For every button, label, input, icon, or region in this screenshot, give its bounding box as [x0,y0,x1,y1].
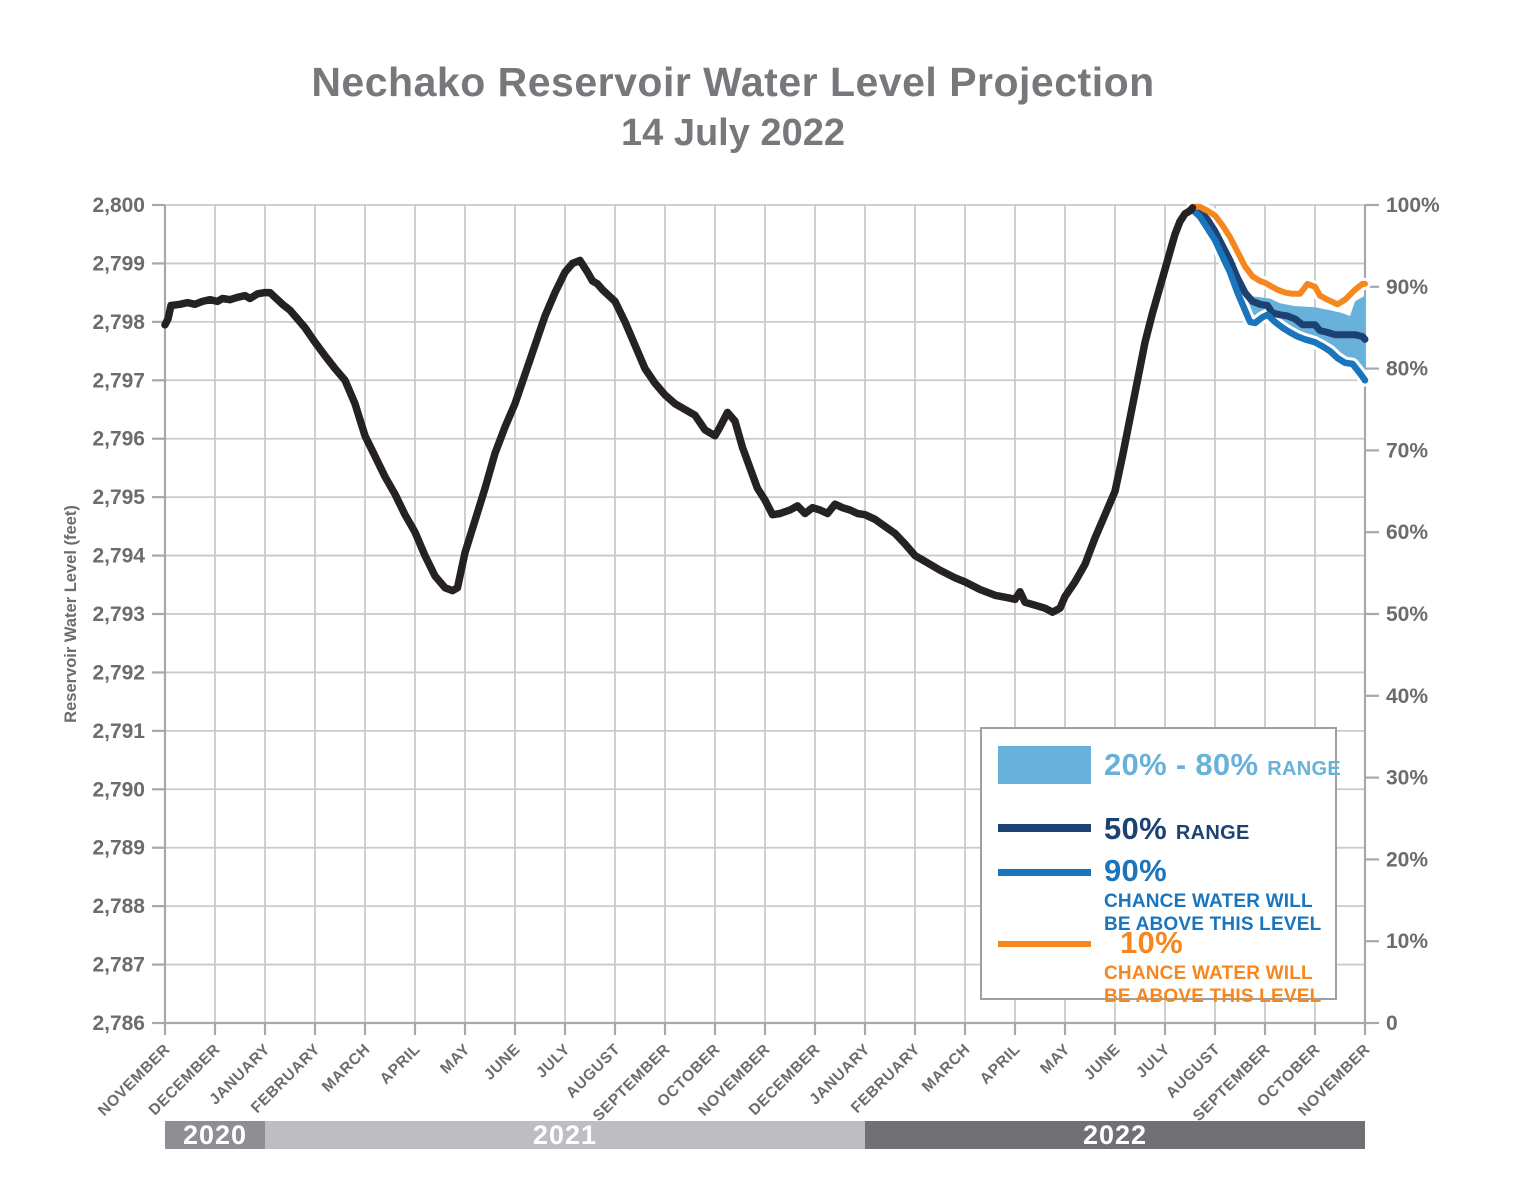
x-month-label: MAY [437,1041,474,1078]
legend-90-sub-line2: BE ABOVE THIS LEVEL [1104,913,1322,935]
y-right-tick-label: 0 [1386,1012,1398,1035]
projection-line [1189,204,1369,343]
y-left-tick-label: 2,798 [92,311,145,334]
year-bar-2022: 2022 [865,1119,1365,1150]
x-month-label: MARCH [319,1041,374,1096]
legend-50-label: 50% RANGE [1104,811,1250,847]
y-axis-title: Reservoir Water Level (feet) [62,505,80,723]
legend-10-sub-line2: BE ABOVE THIS LEVEL [1104,985,1322,1007]
x-month-label: MARCH [919,1041,974,1096]
y-axis-right-labels: 0 10% 20% 30% 40% 50% 60% 70% 80% 90% 100% [1386,194,1440,1035]
x-month-label: JUNE [1081,1041,1124,1084]
x-month-label: APRIL [977,1041,1024,1088]
legend-50-swatch [998,824,1091,832]
y-left-tick-label: 2,791 [92,720,145,743]
legend-10-swatch [998,941,1091,947]
y-left-tick-label: 2,793 [92,603,145,626]
y-right-tick-label: 100% [1386,194,1440,217]
legend-band-swatch [998,746,1091,784]
y-right-tick-label: 20% [1386,848,1428,871]
y-left-tick-label: 2,787 [92,954,145,977]
legend-band-label-small: RANGE [1267,758,1341,780]
projection-line [1189,206,1369,384]
legend-90-swatch [998,869,1091,876]
projection-lines [1189,203,1369,384]
year-label-2020: 2020 [182,1119,248,1150]
legend-90-label: 90% [1104,853,1167,888]
legend-50-label-big: 50% [1104,811,1167,846]
year-label-2021: 2021 [532,1119,598,1150]
y-right-tick-label: 60% [1386,521,1428,544]
legend-band-label: 20% - 80% RANGE [1104,747,1341,783]
y-left-tick-label: 2,792 [92,661,145,684]
legend-10-label: 10% [1120,925,1183,960]
legend-90-sub-line1: CHANCE WATER WILL [1104,891,1313,912]
year-label-2022: 2022 [1082,1119,1148,1150]
observed-water-level-line [161,204,1197,616]
y-left-tick-label: 2,786 [92,1012,145,1035]
y-right-tick-label: 90% [1386,276,1428,299]
x-month-label: JULY [533,1041,574,1082]
y-right-tick-label: 40% [1386,685,1428,708]
legend-band-label-big: 20% - 80% [1104,747,1259,782]
axes [152,203,1379,1035]
y-left-tick-label: 2,794 [92,545,145,568]
year-bar-2020: 2020 [165,1119,265,1150]
chart-subtitle: 14 July 2022 [621,112,845,154]
y-right-tick-label: 10% [1386,930,1428,953]
chart-legend: 20% - 80% RANGE 50% RANGE 90% CHANCE WAT… [980,727,1341,1007]
y-right-tick-label: 30% [1386,767,1428,790]
year-bar-2021: 2021 [265,1119,865,1150]
x-month-label: APRIL [377,1041,424,1088]
legend-50-label-small: RANGE [1175,822,1250,844]
y-left-tick-label: 2,797 [92,369,145,392]
y-left-tick-label: 2,790 [92,778,145,801]
x-month-label: MAY [1037,1041,1074,1078]
legend-10-sublabel: CHANCE WATER WILL BE ABOVE THIS LEVEL [1104,963,1321,1009]
y-left-tick-label: 2,800 [92,194,145,217]
x-month-label: JULY [1133,1041,1174,1082]
legend-90-sublabel: CHANCE WATER WILL BE ABOVE THIS LEVEL [1104,891,1321,937]
y-left-tick-label: 2,788 [92,895,145,918]
x-month-label: JUNE [481,1041,524,1084]
projection-line [1189,203,1368,308]
legend-10-sub-line1: CHANCE WATER WILL [1104,963,1313,984]
chart-title: Nechako Reservoir Water Level Projection [311,59,1155,105]
y-right-tick-label: 50% [1386,603,1428,626]
observed-line [161,204,1197,616]
y-left-tick-label: 2,789 [92,837,145,860]
y-axis-left-labels: 2,786 2,787 2,788 2,789 2,790 2,791 2,792 2,793… [92,194,145,1035]
y-left-tick-label: 2,796 [92,428,145,451]
y-left-tick-label: 2,795 [92,486,145,509]
y-right-tick-label: 70% [1386,439,1428,462]
y-right-tick-label: 80% [1386,358,1428,381]
y-left-tick-label: 2,799 [92,252,145,275]
